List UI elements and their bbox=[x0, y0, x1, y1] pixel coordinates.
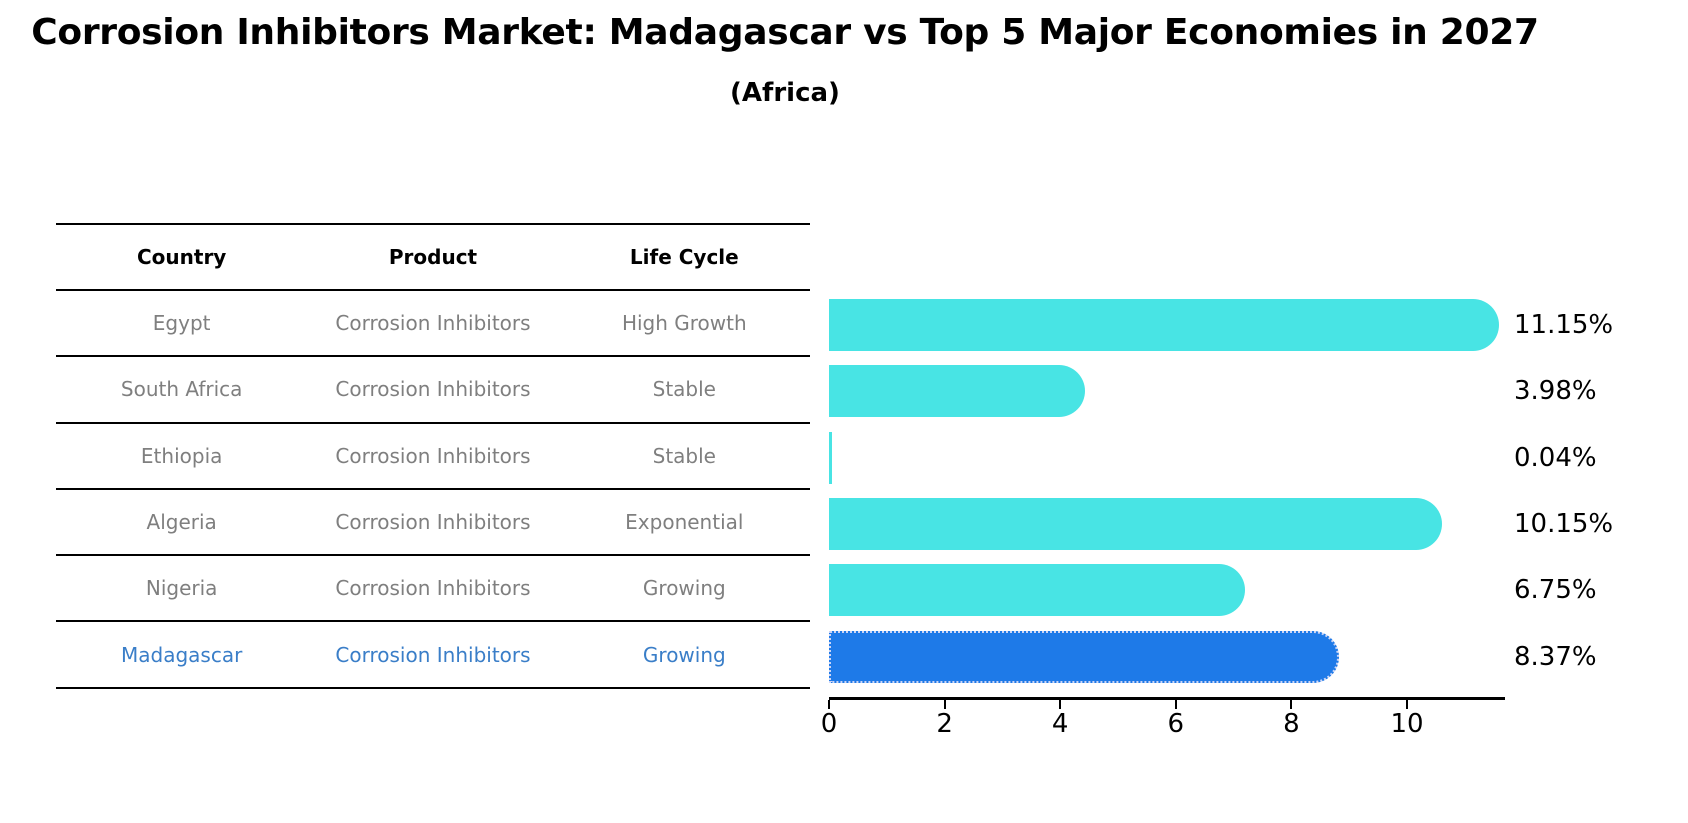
x-axis-tick bbox=[1174, 700, 1177, 709]
x-axis-tick-label: 2 bbox=[936, 709, 953, 739]
bar-ethiopia bbox=[829, 431, 832, 484]
bar-value-label: 0.04% bbox=[1514, 442, 1597, 473]
table-cell-life-cycle: High Growth bbox=[621, 311, 747, 336]
table-cell-life-cycle: Stable bbox=[652, 443, 716, 468]
bar-algeria bbox=[829, 497, 1442, 550]
bar-madagascar bbox=[829, 630, 1339, 683]
table-cell-country: Algeria bbox=[146, 510, 217, 535]
x-axis-tick bbox=[943, 700, 946, 709]
table-cell-product: Corrosion Inhibitors bbox=[335, 377, 531, 402]
table-row: Egypt Corrosion Inhibitors High Growth bbox=[56, 291, 810, 358]
x-axis-tick-label: 0 bbox=[820, 709, 838, 739]
table-body: Egypt Corrosion Inhibitors High Growth Sout… bbox=[56, 291, 810, 689]
table-cell-country: Madagascar bbox=[121, 642, 243, 667]
table-header-row: Country Product Life Cycle bbox=[56, 225, 810, 291]
x-axis-tick bbox=[828, 700, 830, 709]
table-cell-country: South Africa bbox=[120, 377, 243, 402]
table-row: Ethiopia Corrosion Inhibitors Stable bbox=[56, 424, 810, 490]
x-axis-tick-label: 10 bbox=[1390, 709, 1424, 739]
column-header-country: Country bbox=[136, 245, 227, 269]
column-header-life-cycle: Life Cycle bbox=[629, 245, 739, 269]
table-cell-product: Corrosion Inhibitors bbox=[335, 311, 531, 336]
x-axis-tick bbox=[1059, 700, 1062, 709]
x-axis-tick-label: 8 bbox=[1283, 709, 1300, 739]
bar-value-label: 8.37% bbox=[1514, 641, 1597, 672]
table-cell-life-cycle: Growing bbox=[642, 576, 726, 601]
bar-south-africa bbox=[829, 365, 1086, 418]
table-cell-life-cycle: Growing bbox=[642, 642, 726, 667]
table-row: Algeria Corrosion Inhibitors Exponential bbox=[56, 490, 810, 557]
bar-nigeria bbox=[829, 564, 1246, 617]
bar-value-label: 6.75% bbox=[1514, 575, 1597, 606]
table-cell-life-cycle: Stable bbox=[652, 377, 716, 402]
table-cell-product: Corrosion Inhibitors bbox=[335, 576, 531, 601]
bar-value-label: 11.15% bbox=[1514, 310, 1614, 340]
x-axis-tick bbox=[1406, 700, 1408, 709]
table-row: Nigeria Corrosion Inhibitors Growing bbox=[56, 556, 810, 623]
table-cell-product: Corrosion Inhibitors bbox=[335, 510, 531, 535]
x-axis-line bbox=[829, 697, 1505, 700]
table-cell-product: Corrosion Inhibitors bbox=[335, 642, 531, 667]
table-row: Madagascar Corrosion Inhibitors Growing bbox=[56, 622, 810, 689]
country-table: Country Product Life Cycle Egypt Corrosio… bbox=[56, 223, 810, 689]
x-axis-tick-label: 6 bbox=[1167, 709, 1185, 739]
x-axis-tick-label: 4 bbox=[1051, 709, 1069, 739]
x-axis-tick bbox=[1290, 700, 1293, 709]
column-header-product: Product bbox=[388, 245, 478, 269]
table-cell-country: Egypt bbox=[152, 311, 211, 336]
chart-title: Corrosion Inhibitors Market: Madagascar … bbox=[31, 12, 1539, 53]
bar-value-label: 10.15% bbox=[1514, 508, 1614, 539]
table-cell-product: Corrosion Inhibitors bbox=[335, 443, 531, 468]
table-cell-country: Ethiopia bbox=[140, 443, 223, 468]
bar-egypt bbox=[829, 299, 1500, 351]
chart-subtitle: (Africa) bbox=[730, 78, 840, 108]
bar-value-label: 3.98% bbox=[1514, 376, 1597, 407]
table-row: South Africa Corrosion Inhibitors Stable bbox=[56, 357, 810, 424]
table-cell-country: Nigeria bbox=[145, 576, 218, 601]
table-cell-life-cycle: Exponential bbox=[625, 510, 744, 535]
